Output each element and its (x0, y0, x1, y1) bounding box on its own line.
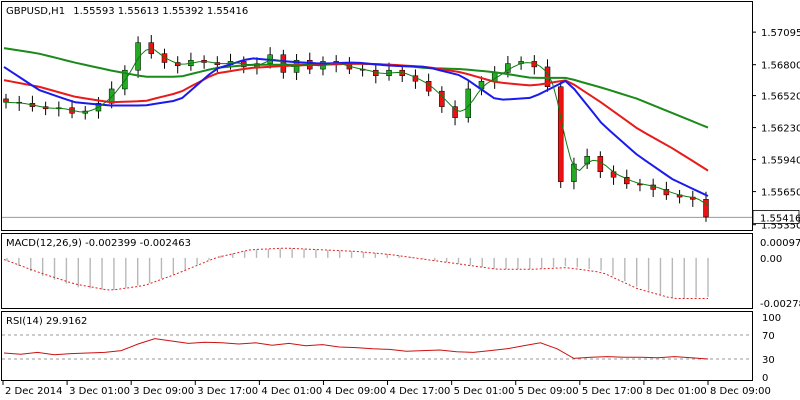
bear-candle (703, 199, 709, 218)
bear-candle (3, 98, 9, 103)
bear-candle (624, 176, 630, 185)
bull-candle (135, 42, 141, 71)
rsi-plot (2, 334, 752, 360)
macd-tick-label: 0.00097 (760, 238, 800, 249)
time-tick-label: 2 Dec 2014 (5, 386, 63, 397)
price-tick-label: 1.55650 (761, 188, 800, 199)
time-tick-label: 4 Dec 09:00 (325, 386, 386, 397)
time-tick-label: 5 Dec 01:00 (454, 386, 515, 397)
ma-slow-line (3, 47, 709, 129)
bear-candle (557, 86, 564, 182)
price-axis: 1.57095 1.56800 1.56520 1.56230 1.55940 1.556… (752, 28, 800, 232)
ma-mid-line (3, 62, 709, 172)
ma-fast-line (3, 57, 709, 197)
macd-tick-label: 0.00 (760, 254, 782, 265)
macd-tick-label: -0.002783 (760, 299, 800, 310)
bear-candle (452, 106, 458, 118)
rsi-indicator-label: RSI(14) 29.9162 (6, 316, 87, 327)
current-price-tag (752, 210, 800, 224)
rsi-line (3, 338, 709, 360)
rsi-tick-label: 30 (762, 355, 775, 366)
price-tick-label: 1.55350 (761, 221, 800, 232)
bear-candle (161, 53, 168, 63)
bull-candle (584, 156, 590, 165)
time-tick-label: 8 Dec 09:00 (710, 386, 771, 397)
rsi-tick-label: 100 (762, 313, 781, 324)
macd-axis: 0.00097 0.00 -0.002783 (760, 238, 800, 310)
bull-candle (505, 63, 511, 73)
time-tick-label: 3 Dec 09:00 (133, 386, 194, 397)
time-tick-label: 3 Dec 17:00 (197, 386, 258, 397)
bear-candle (663, 189, 670, 196)
price-tick-label: 1.56230 (761, 124, 800, 135)
rsi-axis: 100 70 30 0 (762, 313, 781, 384)
time-tick-label: 5 Dec 09:00 (518, 386, 579, 397)
time-tick-label: 8 Dec 01:00 (646, 386, 707, 397)
price-panel-frame (1, 1, 753, 231)
symbol-label: GBPUSD,H1 (6, 6, 65, 17)
price-tick-label: 1.55940 (761, 156, 800, 167)
ma-thin-line (3, 48, 709, 207)
time-axis: 2 Dec 2014 3 Dec 01:00 3 Dec 09:00 3 Dec 17… (2, 380, 771, 397)
time-tick-label: 3 Dec 01:00 (69, 386, 130, 397)
price-plot (2, 35, 752, 222)
ohlc-values: 1.55593 1.55613 1.55392 1.55416 (73, 6, 248, 17)
price-tick-label: 1.56800 (761, 61, 800, 72)
current-price-label: 1.55416 (760, 213, 800, 224)
time-tick-label: 4 Dec 01:00 (261, 386, 322, 397)
macd-plot (3, 247, 709, 299)
price-tick-label: 1.57095 (761, 28, 800, 39)
bull-candle (571, 163, 577, 182)
time-tick-label: 4 Dec 17:00 (390, 386, 451, 397)
symbol-header: GBPUSD,H1 1.55593 1.55613 1.55392 1.5541… (6, 6, 248, 17)
macd-panel-frame (1, 233, 753, 309)
bear-candle (439, 90, 445, 107)
bear-candle (148, 42, 155, 54)
bear-candle (597, 156, 604, 172)
rsi-tick-label: 0 (762, 373, 768, 384)
price-tick-label: 1.56520 (761, 92, 800, 103)
rsi-panel-frame (1, 311, 753, 381)
time-tick-label: 5 Dec 17:00 (582, 386, 643, 397)
macd-signal-line (3, 247, 708, 299)
rsi-tick-label: 70 (762, 331, 775, 342)
macd-indicator-label: MACD(12,26,9) -0.002399 -0.002463 (6, 238, 191, 249)
